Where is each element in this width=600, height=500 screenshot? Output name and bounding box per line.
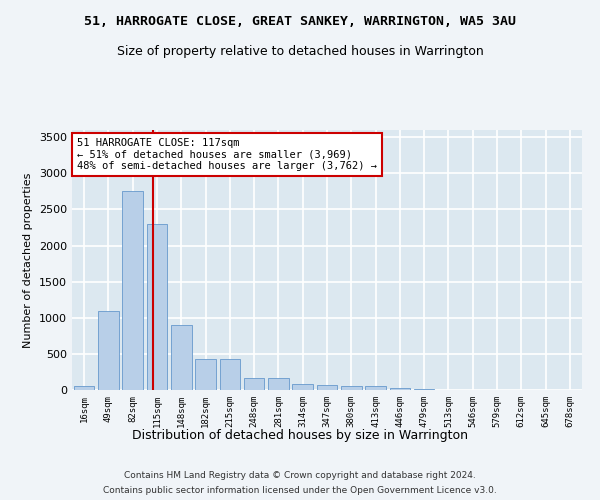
Bar xyxy=(341,386,362,390)
Bar xyxy=(317,385,337,390)
Text: 51 HARROGATE CLOSE: 117sqm
← 51% of detached houses are smaller (3,969)
48% of s: 51 HARROGATE CLOSE: 117sqm ← 51% of deta… xyxy=(77,138,377,171)
Bar xyxy=(98,310,119,390)
Text: Contains HM Land Registry data © Crown copyright and database right 2024.: Contains HM Land Registry data © Crown c… xyxy=(124,471,476,480)
Bar xyxy=(122,192,143,390)
Bar xyxy=(389,388,410,390)
Bar xyxy=(195,359,216,390)
Y-axis label: Number of detached properties: Number of detached properties xyxy=(23,172,34,348)
Bar xyxy=(146,224,167,390)
Bar xyxy=(292,384,313,390)
Bar xyxy=(74,386,94,390)
Bar xyxy=(244,378,265,390)
Text: Size of property relative to detached houses in Warrington: Size of property relative to detached ho… xyxy=(116,45,484,58)
Bar xyxy=(171,325,191,390)
Text: Distribution of detached houses by size in Warrington: Distribution of detached houses by size … xyxy=(132,428,468,442)
Bar xyxy=(220,359,240,390)
Text: 51, HARROGATE CLOSE, GREAT SANKEY, WARRINGTON, WA5 3AU: 51, HARROGATE CLOSE, GREAT SANKEY, WARRI… xyxy=(84,15,516,28)
Text: Contains public sector information licensed under the Open Government Licence v3: Contains public sector information licen… xyxy=(103,486,497,495)
Bar xyxy=(365,386,386,390)
Bar xyxy=(268,378,289,390)
